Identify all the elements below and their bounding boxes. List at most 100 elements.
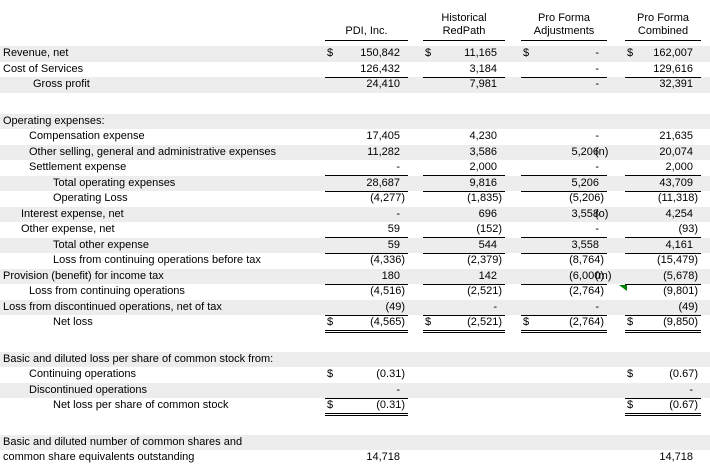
- column-gap: [505, 114, 521, 130]
- cell-combined: 129,616: [625, 62, 701, 78]
- column-gap: (o): [595, 207, 625, 223]
- table-row: Revenue, net $150,842 $11,165 $ - $162,007: [0, 46, 710, 62]
- cell-redpath: 142: [423, 269, 505, 285]
- column-gap: [607, 62, 625, 78]
- dollar-sign: $: [327, 399, 334, 411]
- cell-value: 28,687: [366, 176, 400, 189]
- column-gap: [607, 238, 625, 254]
- cell-combined: $162,007: [625, 46, 701, 62]
- cell-value: (8,764): [569, 254, 604, 266]
- dollar-sign: $: [327, 47, 334, 59]
- cell-value: 14,718: [659, 451, 693, 463]
- cell-value: 129,616: [653, 62, 693, 75]
- cell-pdi: -: [325, 207, 408, 223]
- cell-value: (6,000): [569, 269, 604, 282]
- cell-value: 17,405: [366, 130, 400, 142]
- cell-pdi: [325, 114, 408, 130]
- column-header-line1: Historical: [441, 12, 487, 24]
- cell-value: (2,379): [467, 254, 502, 266]
- dollar-sign: $: [327, 316, 334, 328]
- table-row: Basic and diluted number of common share…: [0, 434, 710, 451]
- table-row: Total other expense 59 544 3,558 4,161: [0, 237, 710, 254]
- cell-combined: [625, 435, 701, 451]
- table-row: Settlement expense - 2,000 - 2,000: [0, 160, 710, 176]
- cell-combined: (93): [625, 222, 701, 238]
- column-gap: [607, 191, 625, 207]
- dollar-sign: $: [425, 316, 432, 328]
- column-gap: [505, 145, 521, 161]
- column-gap: [607, 398, 625, 416]
- cell-combined: 14,718: [625, 450, 701, 466]
- column-gap: [505, 191, 521, 207]
- cell-pdi: (4,277): [325, 191, 408, 207]
- cell-value: 14,718: [366, 451, 400, 463]
- cell-value: 24,410: [366, 78, 400, 90]
- table-row: Total operating expenses 28,687 9,816 5,206…: [0, 175, 710, 192]
- cell-value: 126,432: [360, 62, 400, 75]
- row-label: common share equivalents outstanding: [3, 451, 195, 463]
- spacer-row: [0, 331, 710, 352]
- dollar-sign: $: [523, 47, 530, 59]
- cell-redpath: [423, 398, 505, 416]
- column-gap: [607, 77, 625, 93]
- row-label: Total operating expenses: [53, 176, 176, 189]
- cell-value: 3,586: [469, 145, 497, 158]
- table-row: Interest expense, net - 696 3,558 (o) 4,254: [0, 206, 710, 223]
- table-row: Discontinued operations - -: [0, 382, 710, 399]
- cell-combined: (49): [625, 300, 701, 316]
- column-gap: [505, 450, 521, 466]
- cell-pdi: $ (0.31): [325, 398, 408, 416]
- cell-combined: 20,074: [625, 145, 701, 161]
- cell-value: 21,635: [659, 130, 693, 142]
- table-row: Operating expenses:: [0, 113, 710, 130]
- cell-pdi: 17,405: [325, 129, 408, 145]
- cell-adjustments: (5,206): [521, 191, 607, 207]
- cell-redpath: 9,816: [423, 176, 505, 192]
- cell-value: 32,391: [659, 78, 693, 90]
- cell-value: (2,521): [467, 285, 502, 297]
- column-gap: (m): [595, 269, 625, 285]
- column-gap: [408, 435, 423, 451]
- cell-adjustments: 3,558: [521, 207, 607, 223]
- cell-redpath: 7,981: [423, 77, 505, 93]
- column-gap: [607, 435, 625, 451]
- table-row: Other selling, general and administrativ…: [0, 144, 710, 161]
- column-gap: [505, 269, 521, 285]
- row-label: Discontinued operations: [29, 383, 148, 396]
- cell-adjustments: [521, 114, 607, 130]
- row-label: Basic and diluted loss per share of comm…: [3, 352, 274, 365]
- cell-value: (5,206): [569, 192, 604, 204]
- footnote-ref: (n): [595, 145, 609, 158]
- cell-value: 11,165: [464, 47, 497, 59]
- table-row: Continuing operations $ (0.31) $ (0.67): [0, 367, 710, 383]
- cell-pdi: (4,516): [325, 284, 408, 300]
- cell-redpath: [423, 352, 505, 368]
- cell-value: -: [396, 383, 400, 396]
- cell-value: (5,678): [663, 269, 698, 282]
- cell-pdi: 59: [325, 222, 408, 238]
- column-gap: [505, 46, 521, 62]
- cell-value: -: [493, 300, 497, 313]
- cell-adjustments: 5,206: [521, 176, 607, 192]
- column-gap: [607, 129, 625, 145]
- table-row: Loss from discontinued operations, net o…: [0, 299, 710, 316]
- table-row: Gross profit 24,410 7,981 - 32,391: [0, 77, 710, 93]
- cell-redpath: [423, 367, 505, 383]
- cell-combined: [625, 114, 701, 130]
- cell-value: (49): [385, 300, 405, 313]
- cell-value: (9,801): [663, 285, 698, 297]
- table-row: common share equivalents outstanding 14,7…: [0, 450, 710, 466]
- column-gap: [408, 62, 423, 78]
- column-gap: [607, 352, 625, 368]
- cell-redpath: 2,000: [423, 160, 505, 176]
- cell-adjustments: -: [521, 129, 607, 145]
- cell-adjustments: [521, 352, 607, 368]
- cell-adjustments: -: [521, 300, 607, 316]
- dollar-sign: $: [627, 47, 634, 59]
- cell-value: 5,206: [571, 176, 599, 189]
- column-gap: [505, 352, 521, 368]
- column-gap: [505, 77, 521, 93]
- row-label: Other selling, general and administrativ…: [29, 145, 277, 158]
- cell-value: (4,565): [370, 316, 405, 328]
- cell-redpath: 544: [423, 238, 505, 254]
